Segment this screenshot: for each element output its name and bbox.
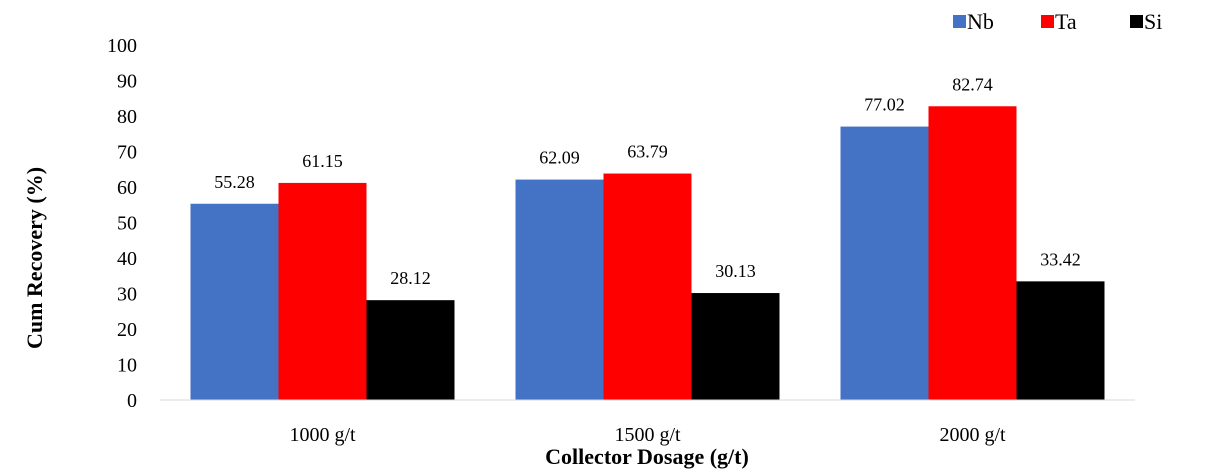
y-tick-label: 20 bbox=[117, 319, 137, 341]
y-tick-label: 50 bbox=[117, 213, 137, 235]
legend-swatch-nb bbox=[953, 15, 966, 28]
legend-swatch-si bbox=[1130, 15, 1143, 28]
x-tick-label: 1500 g/t bbox=[614, 424, 681, 446]
data-label-nb-2: 62.09 bbox=[539, 148, 580, 168]
data-label-si-1: 28.12 bbox=[390, 268, 431, 288]
y-axis-title-group: Cum Recovery (%) bbox=[22, 167, 47, 349]
x-tick-label: 2000 g/t bbox=[939, 424, 1006, 446]
bar-ta-1 bbox=[278, 182, 367, 400]
y-tick-label: 60 bbox=[117, 177, 137, 199]
y-tick-label: 10 bbox=[117, 355, 137, 377]
y-axis-ticks: 0 10 20 30 40 50 60 70 80 90 100 bbox=[107, 35, 137, 412]
bars bbox=[190, 106, 1105, 400]
bar-ta-2 bbox=[603, 173, 692, 400]
data-label-nb-1: 55.28 bbox=[214, 172, 255, 192]
x-axis-title: Collector Dosage (g/t) bbox=[545, 444, 749, 469]
legend-label-nb: Nb bbox=[967, 9, 994, 34]
y-axis-title: Cum Recovery (%) bbox=[22, 167, 47, 349]
bar-si-2 bbox=[691, 293, 780, 400]
x-tick-label: 1000 g/t bbox=[289, 424, 356, 446]
data-label-si-2: 30.13 bbox=[715, 261, 756, 281]
bar-nb-3 bbox=[840, 126, 929, 400]
legend-label-ta: Ta bbox=[1055, 9, 1077, 34]
data-label-ta-1: 61.15 bbox=[302, 151, 343, 171]
data-labels: 55.28 61.15 28.12 62.09 63.79 30.13 77.02 82.74… bbox=[214, 74, 1081, 288]
y-tick-label: 80 bbox=[117, 106, 137, 128]
bar-nb-2 bbox=[515, 179, 604, 400]
x-axis-ticks: 1000 g/t 1500 g/t 2000 g/t bbox=[289, 424, 1006, 446]
bar-nb-1 bbox=[190, 203, 279, 400]
legend-swatch-ta bbox=[1041, 15, 1054, 28]
data-label-si-3: 33.42 bbox=[1040, 249, 1081, 269]
y-tick-label: 30 bbox=[117, 284, 137, 306]
y-tick-label: 70 bbox=[117, 142, 137, 164]
bar-ta-3 bbox=[928, 106, 1017, 400]
y-tick-label: 0 bbox=[127, 390, 137, 412]
y-tick-label: 100 bbox=[107, 35, 137, 57]
legend-label-si: Si bbox=[1144, 9, 1162, 34]
y-tick-label: 40 bbox=[117, 248, 137, 270]
data-label-nb-3: 77.02 bbox=[864, 95, 905, 115]
bar-si-1 bbox=[366, 300, 455, 400]
data-label-ta-2: 63.79 bbox=[627, 142, 668, 162]
data-label-ta-3: 82.74 bbox=[952, 74, 993, 94]
legend: Nb Ta Si bbox=[953, 9, 1162, 34]
bar-si-3 bbox=[1016, 281, 1105, 400]
y-tick-label: 90 bbox=[117, 71, 137, 93]
